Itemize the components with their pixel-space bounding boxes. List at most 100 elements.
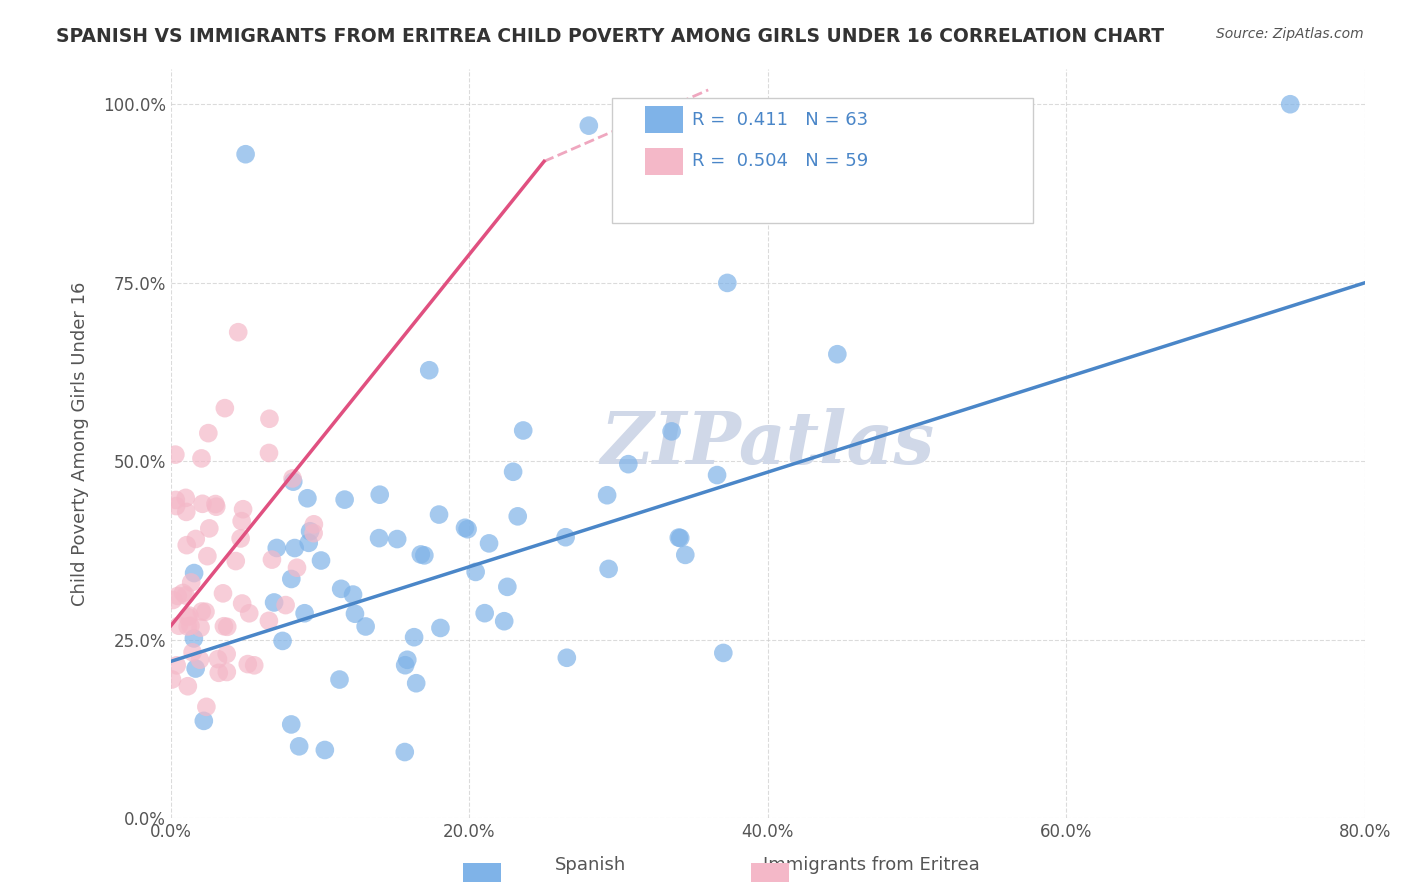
Point [409,548,432,562]
Point [215,647,238,661]
Point [162,593,184,607]
Point [554,530,576,544]
Point [231,597,253,611]
Point [165,492,187,507]
Point [404,630,426,644]
Point [183,632,205,646]
Point [226,325,249,339]
Point [506,509,529,524]
Point [204,497,226,511]
Point [1279,97,1302,112]
Text: Spanish: Spanish [555,856,626,874]
Point [231,514,253,528]
Point [716,276,738,290]
Point [188,653,211,667]
Text: Source: ZipAtlas.com: Source: ZipAtlas.com [1216,27,1364,41]
Point [166,589,188,603]
Point [354,619,377,633]
Point [257,614,280,628]
Point [598,562,620,576]
Point [330,582,353,596]
Point [283,475,305,489]
Point [214,401,236,416]
Point [257,446,280,460]
Point [706,468,728,483]
Point [215,665,238,679]
Point [174,589,197,603]
Point [195,699,218,714]
Point [260,552,283,566]
Point [193,714,215,728]
Point [271,634,294,648]
Point [298,536,321,550]
Text: R =  0.411   N = 63: R = 0.411 N = 63 [692,111,868,128]
Point [177,679,200,693]
Point [179,619,201,633]
Point [457,522,479,536]
Point [617,457,640,471]
Point [183,566,205,580]
Point [496,580,519,594]
Point [299,524,322,539]
Point [191,497,214,511]
Point [673,548,696,562]
Point [394,745,416,759]
Point [281,471,304,485]
Point [205,500,228,514]
Point [172,586,194,600]
Point [512,424,534,438]
Point [160,673,183,687]
Point [208,665,231,680]
Point [394,658,416,673]
Point [280,717,302,731]
Point [274,598,297,612]
Point [176,538,198,552]
Y-axis label: Child Poverty Among Girls Under 16: Child Poverty Among Girls Under 16 [72,281,89,606]
Point [669,531,692,545]
Point [229,532,252,546]
Point [396,653,419,667]
Point [596,488,619,502]
Point [368,531,391,545]
Point [179,608,201,623]
Point [263,595,285,609]
Point [429,621,451,635]
Point [285,560,308,574]
Point [502,465,524,479]
Point [194,605,217,619]
Point [174,505,197,519]
Point [195,549,218,563]
Point [343,607,366,621]
Point [177,610,200,624]
Point [342,588,364,602]
Point [668,531,690,545]
Point [711,646,734,660]
Point [333,492,356,507]
Point [165,448,187,462]
Point [427,508,450,522]
Point [176,619,198,633]
Point [235,147,257,161]
Point [217,620,239,634]
Text: ZIPatlas: ZIPatlas [600,408,935,479]
Point [243,658,266,673]
Point [413,549,436,563]
Point [238,607,260,621]
Point [405,676,427,690]
Point [167,618,190,632]
Point [190,451,212,466]
Point [368,488,391,502]
Point [309,553,332,567]
Text: SPANISH VS IMMIGRANTS FROM ERITREA CHILD POVERTY AMONG GIRLS UNDER 16 CORRELATIO: SPANISH VS IMMIGRANTS FROM ERITREA CHILD… [56,27,1164,45]
Point [314,743,336,757]
Text: Immigrants from Eritrea: Immigrants from Eritrea [763,856,980,874]
Point [266,541,288,555]
Point [236,657,259,672]
Text: R =  0.504   N = 59: R = 0.504 N = 59 [692,153,868,170]
Point [259,411,281,425]
Point [454,521,477,535]
Point [474,606,496,620]
Point [827,347,849,361]
Point [232,502,254,516]
Point [661,425,683,439]
